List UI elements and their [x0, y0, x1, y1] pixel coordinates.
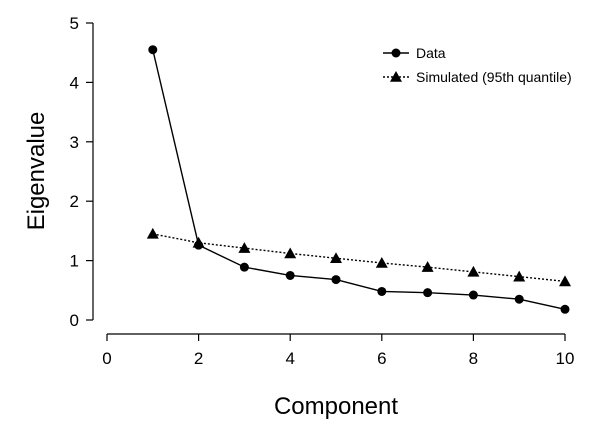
y-tick-label: 4 — [70, 73, 79, 92]
simulated-point — [146, 227, 159, 239]
legend-label: Simulated (95th quantile) — [416, 69, 572, 85]
x-tick-label: 2 — [194, 349, 203, 368]
x-tick-label: 10 — [556, 349, 575, 368]
simulated-point — [284, 247, 297, 259]
y-tick-label: 5 — [70, 14, 79, 33]
x-tick-label: 4 — [285, 349, 294, 368]
legend-marker — [391, 48, 401, 58]
simulated-point — [467, 265, 480, 277]
x-tick-label: 0 — [102, 349, 111, 368]
y-tick-label: 3 — [70, 133, 79, 152]
x-axis-title: Component — [274, 393, 398, 420]
data-point — [377, 286, 387, 296]
y-tick-label: 0 — [70, 311, 79, 330]
legend-marker — [390, 71, 402, 82]
simulated-point — [513, 270, 526, 282]
data-point — [514, 294, 524, 304]
simulated-point — [192, 236, 205, 248]
y-tick-label: 2 — [70, 192, 79, 211]
y-axis-title: Eigenvalue — [23, 112, 50, 231]
data-point — [285, 270, 295, 280]
data-point — [560, 304, 570, 314]
simulated-point — [559, 275, 571, 287]
series-line — [152, 233, 566, 283]
data-point — [468, 290, 478, 300]
legend-item: Simulated (95th quantile) — [383, 69, 572, 85]
series-simulated — [146, 227, 571, 287]
series-layer — [146, 45, 571, 314]
series-line — [152, 49, 566, 310]
x-tick-label: 6 — [377, 349, 386, 368]
data-point — [148, 45, 158, 55]
x-tick-label: 8 — [469, 349, 478, 368]
data-point — [239, 262, 249, 272]
legend: Data Simulated (95th quantile) — [383, 45, 572, 85]
data-point — [331, 275, 341, 285]
axes: 0 2 4 6 8 10 0 1 2 3 4 5 — [70, 14, 575, 368]
legend-label: Data — [416, 45, 446, 61]
y-tick-label: 1 — [70, 252, 79, 271]
data-point — [423, 288, 433, 298]
simulated-point — [421, 261, 434, 272]
series-data — [148, 45, 570, 314]
simulated-point — [238, 242, 251, 253]
simulated-point — [330, 252, 342, 264]
legend-item: Data — [383, 45, 446, 61]
simulated-point — [375, 256, 388, 268]
